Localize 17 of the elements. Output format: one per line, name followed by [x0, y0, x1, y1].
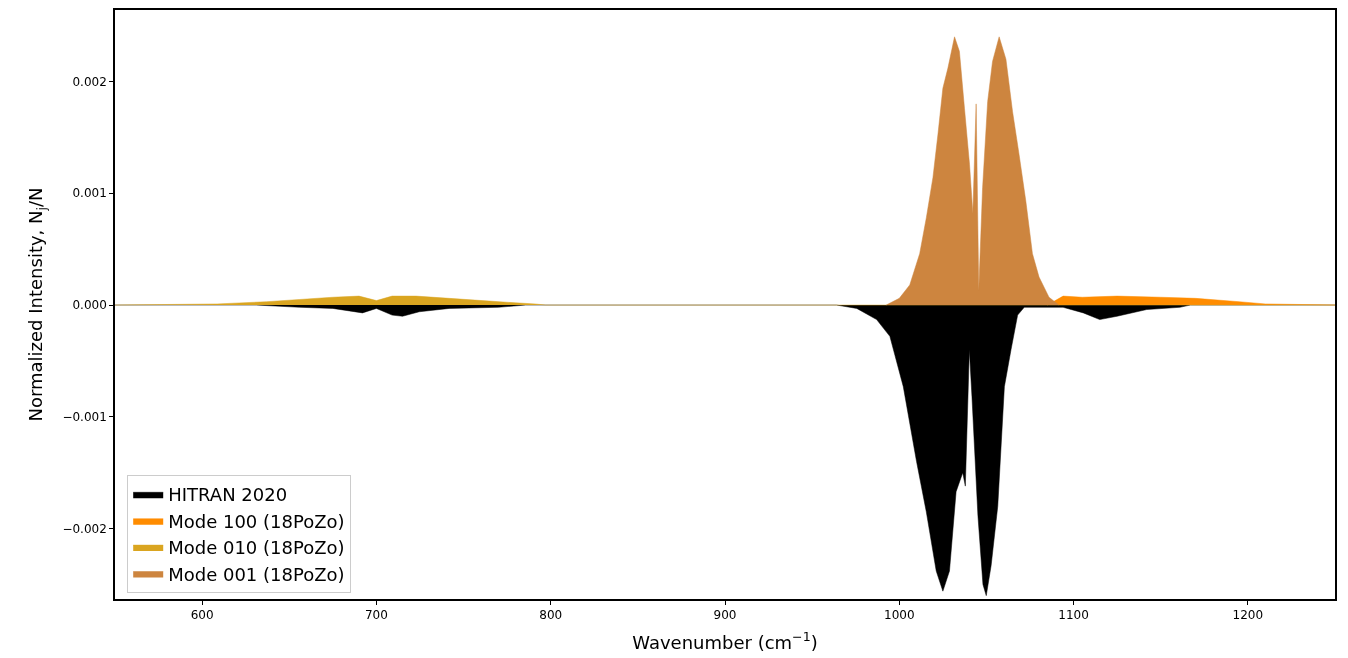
- y-tick-label: 0.000: [72, 298, 107, 313]
- legend-label: HITRAN 2020: [168, 484, 288, 506]
- legend-label: Mode 010 (18PoZo): [168, 537, 345, 559]
- y-tick-label: 0.002: [72, 74, 107, 89]
- legend-label: Mode 001 (18PoZo): [168, 563, 345, 585]
- legend-label: Mode 100 (18PoZo): [168, 510, 345, 532]
- x-axis-title: Wavenumber (cm$^{−1}$): [632, 629, 818, 653]
- y-tick-label: −0.002: [62, 521, 107, 536]
- x-tick-label: 600: [190, 608, 214, 623]
- y-tick-label: 0.001: [72, 186, 107, 201]
- x-tick-label: 1100: [1058, 608, 1089, 623]
- x-tick-label: 800: [539, 608, 563, 623]
- y-tick-label: −0.001: [62, 410, 107, 425]
- x-tick-label: 900: [713, 608, 737, 623]
- x-tick-label: 700: [364, 608, 388, 623]
- x-tick-label: 1200: [1232, 608, 1264, 623]
- x-tick-label: 1000: [884, 608, 915, 623]
